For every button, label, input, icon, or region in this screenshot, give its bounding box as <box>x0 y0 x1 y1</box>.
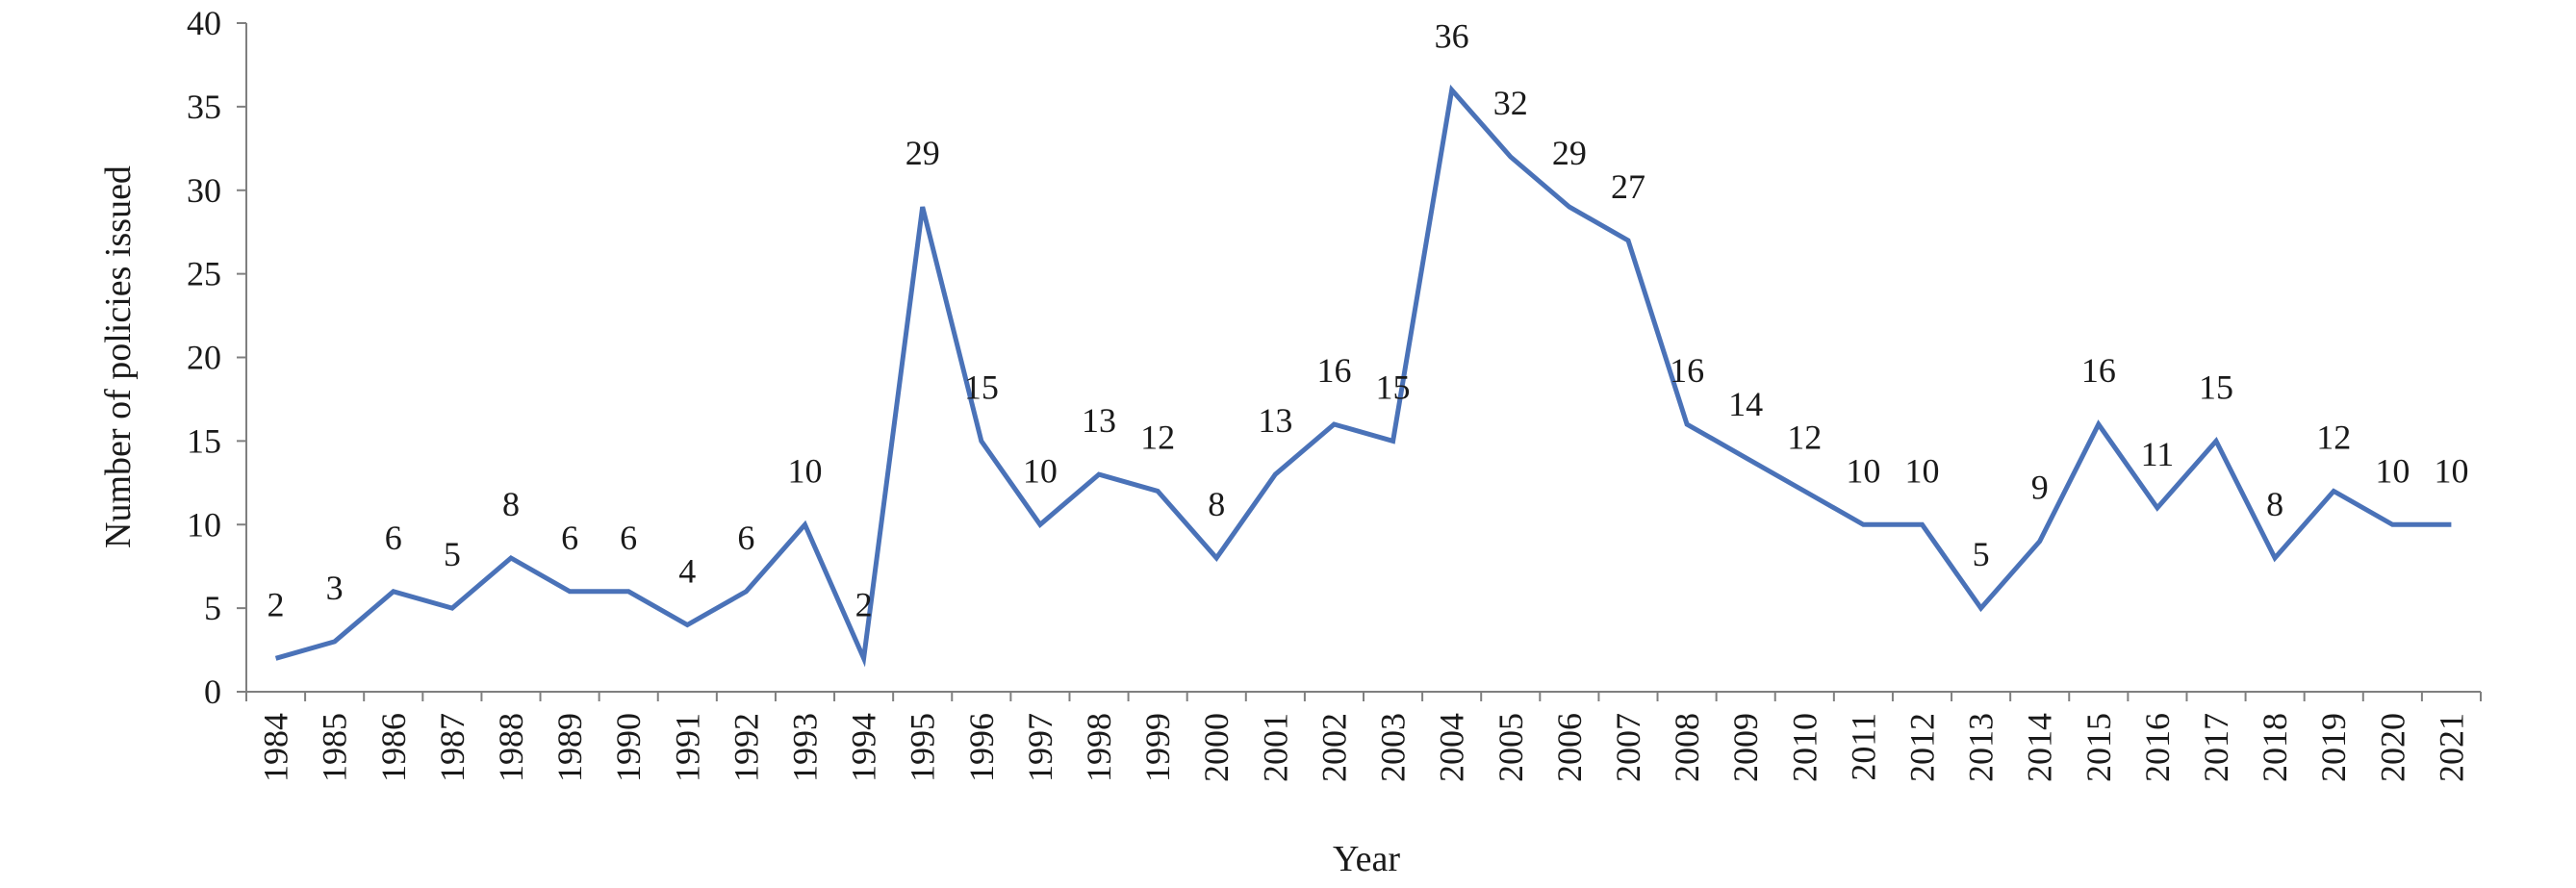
series-line <box>274 84 2452 668</box>
data-label: 6 <box>737 519 754 557</box>
x-tick-label: 1992 <box>727 713 765 782</box>
data-label: 16 <box>1316 351 1351 390</box>
x-tick-label: 1989 <box>550 713 589 782</box>
data-label: 2 <box>855 585 873 623</box>
data-label: 5 <box>444 535 461 573</box>
data-label: 13 <box>1082 401 1116 440</box>
x-tick-label: 1987 <box>433 713 472 782</box>
data-label: 5 <box>1973 535 1990 573</box>
x-tick-label: 2002 <box>1314 713 1353 782</box>
data-label: 6 <box>385 519 402 557</box>
x-tick-label: 2004 <box>1433 713 1471 782</box>
x-tick-label: 1996 <box>962 713 1001 782</box>
y-tick-label: 0 <box>204 672 221 711</box>
data-label: 32 <box>1493 84 1528 122</box>
data-label: 15 <box>2199 368 2233 406</box>
x-tick-label: 2015 <box>2079 713 2118 782</box>
x-tick-label: 1984 <box>257 713 295 782</box>
data-label: 13 <box>1258 401 1292 440</box>
y-tick-label: 30 <box>187 171 221 210</box>
y-tick-label: 25 <box>187 255 221 293</box>
data-label: 27 <box>1611 167 1645 206</box>
x-tick-label: 1991 <box>668 713 706 782</box>
data-label: 36 <box>1435 17 1469 56</box>
x-tick-label: 2016 <box>2138 713 2177 782</box>
x-tick-label: 1994 <box>845 713 883 782</box>
x-tick-label: 2000 <box>1197 713 1236 782</box>
x-tick-label: 1986 <box>374 713 413 782</box>
y-tick-label: 35 <box>187 88 221 126</box>
x-tick-label: 2009 <box>1726 713 1765 782</box>
x-tick-label: 2017 <box>2197 713 2235 782</box>
y-tick-label: 5 <box>204 589 221 627</box>
y-tick-label: 15 <box>187 421 221 460</box>
x-tick-label: 2003 <box>1374 713 1413 782</box>
x-tick-label: 1988 <box>492 713 530 782</box>
data-label: 10 <box>788 451 823 490</box>
data-label: 8 <box>2266 485 2283 523</box>
data-label: 15 <box>964 368 999 406</box>
x-tick-label: 1997 <box>1021 713 1059 782</box>
y-tick-label: 20 <box>187 339 221 377</box>
data-label: 10 <box>2375 451 2410 490</box>
x-tick-label: 1999 <box>1138 713 1177 782</box>
y-axis-title: Number of policies issued <box>98 165 139 548</box>
data-label: 6 <box>620 519 637 557</box>
data-label: 29 <box>905 134 940 172</box>
data-label: 10 <box>1905 451 1940 490</box>
data-label: 3 <box>326 569 344 607</box>
x-tick-label: 2007 <box>1609 713 1647 782</box>
x-tick-label: 2021 <box>2432 713 2470 782</box>
x-tick-label: 2006 <box>1550 713 1589 782</box>
x-tick-label: 2013 <box>1962 713 2001 782</box>
data-label: 4 <box>678 552 696 591</box>
x-tick-label: 2010 <box>1785 713 1824 782</box>
x-tick-label: 1993 <box>786 713 825 782</box>
data-label: 12 <box>1787 419 1822 457</box>
x-tick-label: 2008 <box>1668 713 1706 782</box>
x-tick-label: 1990 <box>609 713 648 782</box>
x-tick-label: 2020 <box>2373 713 2411 782</box>
data-label: 6 <box>561 519 578 557</box>
x-tick-label: 1995 <box>904 713 942 782</box>
data-label: 10 <box>2434 451 2468 490</box>
y-axis: 0 5 10 15 20 25 30 35 40 <box>187 4 247 711</box>
x-tick-label: 2001 <box>1256 713 1294 782</box>
data-label: 12 <box>2316 419 2351 457</box>
data-label: 11 <box>2141 435 2175 473</box>
data-label: 10 <box>1846 451 1880 490</box>
x-tick-label: 1998 <box>1080 713 1118 782</box>
data-label: 9 <box>2031 469 2049 507</box>
x-tick-label: 2005 <box>1492 713 1530 782</box>
y-tick-label: 10 <box>187 505 221 544</box>
x-tick-label: 2014 <box>2021 713 2059 782</box>
data-label: 15 <box>1376 368 1411 406</box>
data-label: 16 <box>1670 351 1704 390</box>
data-label: 16 <box>2081 351 2116 390</box>
data-label: 8 <box>502 485 520 523</box>
data-label: 12 <box>1140 419 1175 457</box>
x-tick-label: 2018 <box>2256 713 2294 782</box>
x-tick-label: 2012 <box>1903 713 1942 782</box>
data-label: 29 <box>1552 134 1587 172</box>
x-axis-title: Year <box>1333 839 1400 879</box>
series-lines <box>274 84 2452 668</box>
x-axis: 1984 1985 1986 1987 1988 1989 1990 1991 1992 1993… <box>245 691 2482 782</box>
y-tick-label: 40 <box>187 4 221 42</box>
data-label: 14 <box>1728 385 1763 423</box>
x-tick-label: 2011 <box>1844 713 1882 781</box>
x-tick-label: 2019 <box>2314 713 2353 782</box>
data-label: 8 <box>1208 485 1225 523</box>
x-tick-label: 1985 <box>316 713 354 782</box>
data-label: 2 <box>268 585 285 623</box>
data-label: 10 <box>1023 451 1058 490</box>
